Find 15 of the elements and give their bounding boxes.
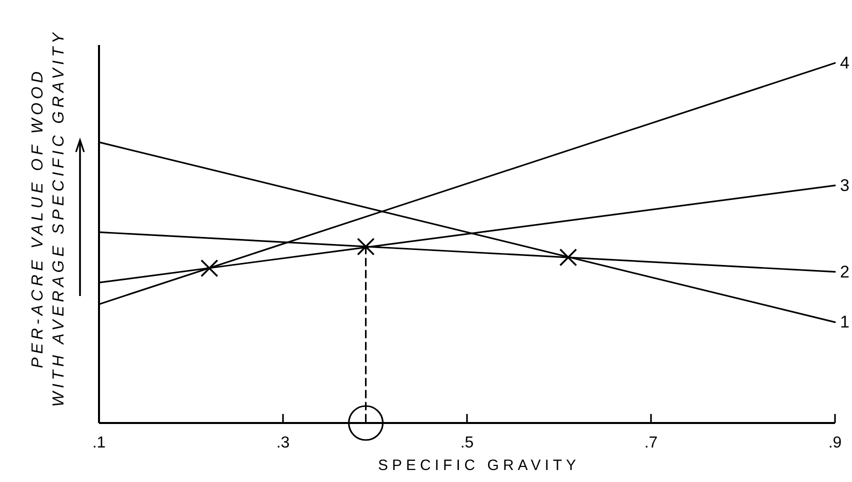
point: [348, 405, 384, 441]
point: [559, 248, 578, 266]
point: [200, 259, 218, 278]
series-label: 2: [840, 262, 850, 282]
x-tick-label: .9: [828, 434, 842, 452]
series-label: 4: [840, 54, 850, 72]
series-label: 1: [840, 312, 850, 332]
y-axis-title: PER-ACRE VALUE OF WOOD WITH AVERAGE SPECIFIC GRAVITY: [30, 29, 68, 407]
x-tick-label: .3: [276, 434, 290, 452]
x-tick-label: .1: [92, 434, 106, 452]
x-tick-label: .5: [460, 434, 474, 452]
point: [356, 238, 375, 256]
series-label: 3: [840, 176, 850, 195]
x-axis-title: SPECIFIC GRAVITY: [378, 457, 580, 474]
x-tick-label: .7: [644, 434, 658, 452]
